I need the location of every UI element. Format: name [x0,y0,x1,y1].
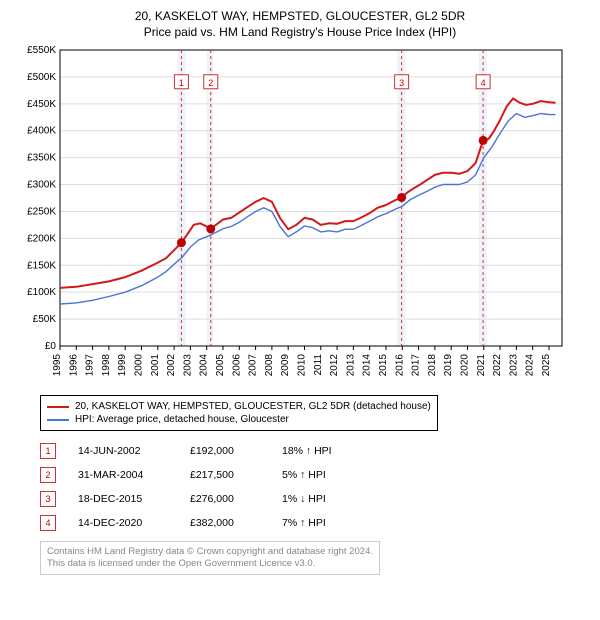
svg-text:2015: 2015 [378,354,389,377]
sale-diff: 18% ↑ HPI [282,445,352,457]
svg-text:2007: 2007 [248,354,259,377]
svg-text:3: 3 [399,78,404,88]
svg-text:2014: 2014 [362,354,373,377]
sale-marker: 3 [40,491,56,507]
sale-diff: 5% ↑ HPI [282,469,352,481]
svg-text:2012: 2012 [329,354,340,377]
svg-text:£200K: £200K [27,234,56,245]
svg-text:2021: 2021 [476,354,487,377]
sale-price: £276,000 [190,493,260,505]
svg-text:2013: 2013 [345,354,356,377]
svg-text:2005: 2005 [215,354,226,377]
svg-text:£350K: £350K [27,153,56,164]
svg-text:1995: 1995 [52,354,63,377]
svg-text:2000: 2000 [133,354,144,377]
legend-label: HPI: Average price, detached house, Glou… [75,414,289,425]
svg-text:2020: 2020 [459,354,470,377]
svg-text:£0: £0 [45,341,57,352]
svg-text:1998: 1998 [101,354,112,377]
legend-swatch [47,419,69,421]
chart-svg: £0 £50K £100K £150K £200K £250K £300K £350K £400… [12,44,572,384]
svg-text:£550K: £550K [27,45,56,56]
sale-row: 4 14-DEC-2020 £382,000 7% ↑ HPI [40,511,588,535]
sale-diff: 1% ↓ HPI [282,493,352,505]
sale-diff: 7% ↑ HPI [282,517,352,529]
svg-text:£50K: £50K [33,314,57,325]
svg-text:£450K: £450K [27,99,56,110]
sale-row: 2 31-MAR-2004 £217,500 5% ↑ HPI [40,463,588,487]
svg-text:2: 2 [208,78,213,88]
sale-price: £217,500 [190,469,260,481]
sale-marker: 4 [40,515,56,531]
legend-row: HPI: Average price, detached house, Glou… [47,413,431,426]
svg-text:1999: 1999 [117,354,128,377]
svg-text:2010: 2010 [296,354,307,377]
svg-text:2006: 2006 [231,354,242,377]
legend-row: 20, KASKELOT WAY, HEMPSTED, GLOUCESTER, … [47,400,431,413]
footer-line1: Contains HM Land Registry data © Crown c… [47,546,373,558]
svg-text:1997: 1997 [85,354,96,377]
svg-text:1: 1 [179,78,184,88]
svg-text:2011: 2011 [313,354,324,376]
svg-text:2003: 2003 [182,354,193,377]
legend-label: 20, KASKELOT WAY, HEMPSTED, GLOUCESTER, … [75,401,431,412]
svg-text:2016: 2016 [394,354,405,377]
svg-text:2009: 2009 [280,354,291,377]
sales-table: 1 14-JUN-2002 £192,000 18% ↑ HPI 2 31-MAR-200… [40,439,588,535]
sale-marker: 2 [40,467,56,483]
svg-text:2019: 2019 [443,354,454,377]
svg-text:2023: 2023 [508,354,519,377]
svg-text:2018: 2018 [427,354,438,377]
sale-marker: 1 [40,443,56,459]
sale-date: 14-JUN-2002 [78,445,168,457]
svg-text:2004: 2004 [199,354,210,377]
svg-text:£250K: £250K [27,207,56,218]
svg-text:2025: 2025 [541,354,552,377]
legend: 20, KASKELOT WAY, HEMPSTED, GLOUCESTER, … [40,395,438,431]
svg-text:£150K: £150K [27,261,56,272]
title-line1: 20, KASKELOT WAY, HEMPSTED, GLOUCESTER, … [12,8,588,24]
price-chart: £0 £50K £100K £150K £200K £250K £300K £350K £400… [12,44,588,389]
sale-row: 3 18-DEC-2015 £276,000 1% ↓ HPI [40,487,588,511]
footer: Contains HM Land Registry data © Crown c… [40,541,380,575]
svg-text:£500K: £500K [27,72,56,83]
svg-text:£400K: £400K [27,126,56,137]
title-line2: Price paid vs. HM Land Registry's House … [12,24,588,40]
svg-text:2024: 2024 [525,354,536,377]
sale-row: 1 14-JUN-2002 £192,000 18% ↑ HPI [40,439,588,463]
sale-date: 18-DEC-2015 [78,493,168,505]
svg-text:2008: 2008 [264,354,275,377]
sale-date: 14-DEC-2020 [78,517,168,529]
legend-swatch [47,406,69,408]
svg-text:2022: 2022 [492,354,503,377]
sale-date: 31-MAR-2004 [78,469,168,481]
svg-text:£300K: £300K [27,180,56,191]
svg-text:2017: 2017 [411,354,422,377]
sale-price: £192,000 [190,445,260,457]
svg-text:2002: 2002 [166,354,177,377]
svg-text:4: 4 [481,78,486,88]
svg-text:£100K: £100K [27,288,56,299]
sale-price: £382,000 [190,517,260,529]
svg-text:2001: 2001 [150,354,161,377]
footer-line2: This data is licensed under the Open Gov… [47,558,373,570]
svg-text:1996: 1996 [68,354,79,377]
